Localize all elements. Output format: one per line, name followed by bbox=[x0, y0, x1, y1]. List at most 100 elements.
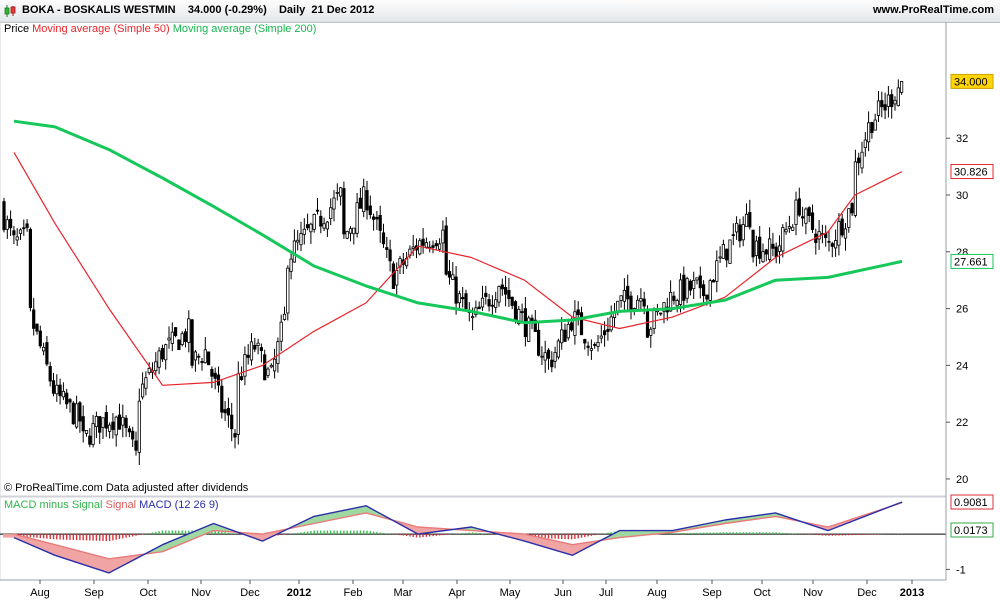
candle bbox=[147, 362, 151, 376]
candle bbox=[302, 218, 306, 245]
candle-body bbox=[203, 349, 207, 364]
candle bbox=[817, 220, 821, 250]
price-change: (-0.29%) bbox=[224, 4, 267, 16]
candle-body bbox=[873, 119, 877, 131]
candle-body bbox=[127, 428, 131, 433]
candle-body bbox=[8, 218, 13, 229]
candle-body bbox=[61, 390, 66, 398]
candle bbox=[503, 275, 508, 307]
candle-body bbox=[702, 284, 706, 297]
x-tick-label: Oct bbox=[139, 587, 156, 599]
candle bbox=[200, 358, 204, 371]
candle bbox=[381, 223, 386, 248]
candle bbox=[550, 351, 554, 373]
candle bbox=[256, 338, 260, 355]
candle bbox=[777, 235, 782, 264]
candle-body bbox=[22, 227, 26, 230]
candle-body bbox=[160, 348, 164, 360]
candle-body bbox=[659, 312, 663, 315]
candle bbox=[675, 298, 679, 313]
candle-body bbox=[527, 317, 531, 342]
x-tick-label: Aug bbox=[647, 587, 667, 599]
candle bbox=[365, 180, 369, 220]
candle bbox=[108, 422, 112, 439]
candle-body bbox=[289, 258, 293, 272]
candle bbox=[421, 228, 425, 254]
candle-body bbox=[358, 197, 363, 209]
candle-body bbox=[2, 201, 6, 231]
candle-body bbox=[603, 330, 607, 336]
y-tick-label: 26 bbox=[956, 304, 968, 316]
candle-body bbox=[503, 287, 508, 295]
candle-body bbox=[368, 205, 372, 216]
legend-ma200: Moving average (Simple 200) bbox=[172, 23, 317, 35]
x-tick-label: Apr bbox=[448, 587, 465, 599]
candle-body bbox=[239, 376, 244, 380]
candle bbox=[583, 338, 587, 350]
candle bbox=[75, 395, 79, 429]
candle-body bbox=[424, 242, 429, 248]
candle bbox=[490, 295, 495, 316]
site-link[interactable]: www.ProRealTime.com bbox=[872, 4, 994, 16]
candle bbox=[266, 366, 270, 379]
candle-body bbox=[154, 361, 158, 372]
candle bbox=[639, 288, 643, 312]
candle bbox=[672, 291, 676, 305]
candle-body bbox=[246, 354, 250, 358]
candle-body bbox=[101, 417, 105, 428]
candle bbox=[801, 206, 805, 227]
candle-body bbox=[411, 246, 415, 249]
candle bbox=[269, 363, 273, 369]
candle-body bbox=[434, 243, 438, 247]
candle-body bbox=[170, 331, 174, 344]
candle bbox=[167, 326, 171, 349]
candle bbox=[404, 252, 409, 269]
candle-body bbox=[210, 368, 214, 377]
candle-body bbox=[619, 295, 623, 301]
hist-tag: 0.0173 bbox=[954, 525, 988, 537]
y-tick-label: 30 bbox=[956, 190, 968, 202]
candle bbox=[857, 152, 861, 176]
candle-body bbox=[771, 243, 775, 249]
candle-body bbox=[292, 240, 297, 263]
candle-body bbox=[315, 209, 320, 212]
candle bbox=[761, 243, 765, 263]
candle-body bbox=[48, 366, 52, 382]
candle-body bbox=[794, 199, 798, 225]
candle bbox=[758, 226, 762, 265]
candle bbox=[494, 291, 498, 313]
candle-body bbox=[190, 319, 194, 366]
candle bbox=[497, 285, 501, 307]
candle-body bbox=[470, 316, 475, 319]
timeframe: Daily bbox=[278, 4, 306, 16]
candle bbox=[65, 388, 69, 409]
signal-line bbox=[13, 502, 903, 560]
candle-body bbox=[167, 337, 171, 341]
candle bbox=[5, 215, 9, 239]
candle-body bbox=[781, 227, 785, 252]
candle bbox=[461, 286, 465, 308]
candle-body bbox=[236, 373, 240, 435]
candle-body bbox=[520, 311, 524, 313]
candle-body bbox=[711, 279, 716, 283]
macd-tag: 0.9081 bbox=[954, 497, 988, 509]
legend-macd: MACD (12 26 9) bbox=[139, 499, 219, 511]
candle bbox=[342, 181, 346, 239]
candle-body bbox=[682, 274, 686, 301]
candle-body bbox=[140, 383, 145, 398]
candle bbox=[751, 229, 755, 263]
candle-body bbox=[197, 355, 201, 358]
x-tick-label: Mar bbox=[394, 587, 413, 599]
candle bbox=[810, 204, 815, 233]
candle-body bbox=[883, 104, 887, 111]
x-tick-label: Nov bbox=[191, 587, 211, 599]
candle-body bbox=[345, 231, 349, 239]
candle-body bbox=[131, 430, 135, 440]
candle bbox=[25, 219, 29, 232]
candle-body bbox=[510, 296, 514, 306]
candle bbox=[824, 225, 828, 247]
candle-body bbox=[81, 416, 85, 432]
x-tick-label: Sep bbox=[84, 587, 104, 599]
